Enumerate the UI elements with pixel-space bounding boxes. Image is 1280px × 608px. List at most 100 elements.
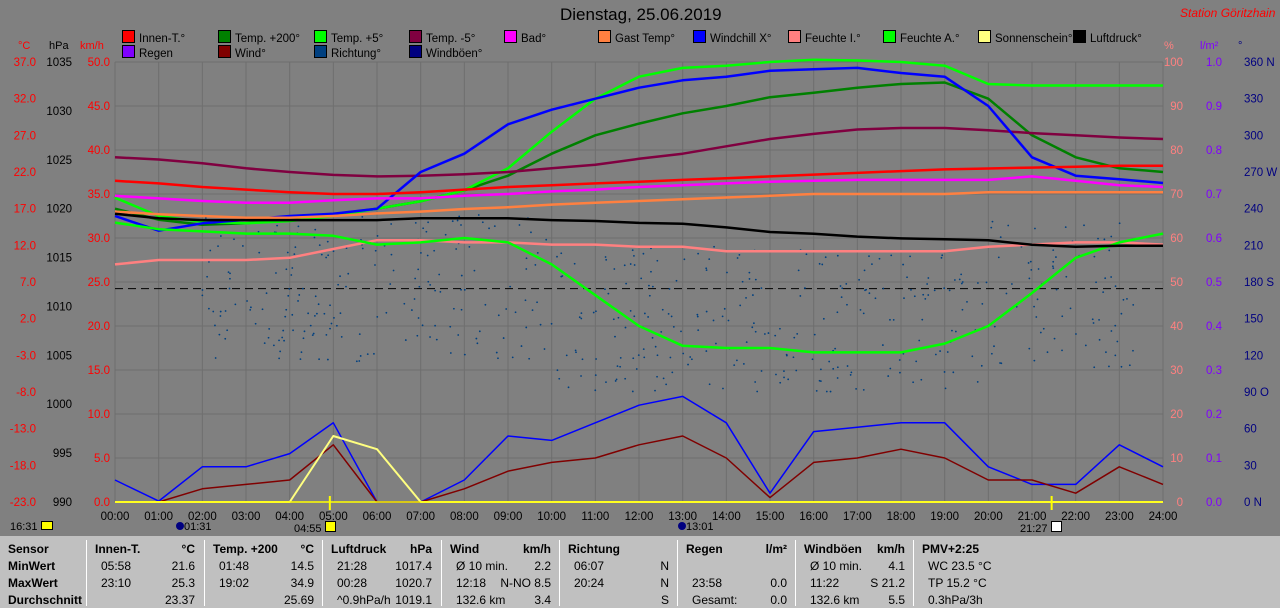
stats-column-luftdruck: Luftdruck hPa 21:28 1017.4 00:28 1020.7 ^0.9hP… xyxy=(322,540,440,607)
direction-point xyxy=(697,329,700,332)
direction-point xyxy=(413,298,416,300)
stats-unit: hPa xyxy=(409,542,432,556)
moonset-marker: 13:01 xyxy=(678,521,714,533)
direction-point xyxy=(629,309,632,312)
legend-swatch xyxy=(1073,30,1086,43)
direction-point xyxy=(575,351,577,354)
legend-label: Luftdruck° xyxy=(1090,33,1142,45)
direction-point xyxy=(921,318,924,321)
direction-point xyxy=(435,338,438,341)
x-tick-label: 10:00 xyxy=(537,511,566,523)
direction-point xyxy=(613,268,616,270)
humidity-tick-label: 90 xyxy=(1170,101,1183,113)
direction-point xyxy=(672,325,675,328)
direction-point xyxy=(832,367,835,370)
direction-point xyxy=(374,249,377,252)
direction-point xyxy=(418,285,421,288)
direction-point xyxy=(993,325,996,328)
direction-point xyxy=(939,350,942,352)
x-tick-label: 07:00 xyxy=(406,511,435,523)
stats-row-label: MinWert xyxy=(8,559,56,573)
direction-point xyxy=(712,319,715,322)
direction-unit-label: ° xyxy=(1238,40,1243,52)
direction-point xyxy=(427,280,430,283)
direction-point xyxy=(278,357,281,360)
direction-point xyxy=(565,354,568,357)
stats-cell-value: 0.0 xyxy=(770,576,787,590)
direction-point xyxy=(614,380,617,382)
x-tick-label: 11:00 xyxy=(581,511,609,523)
direction-point xyxy=(299,358,302,361)
direction-point xyxy=(323,312,326,315)
pressure-tick-label: 1020 xyxy=(46,204,72,216)
direction-tick-label: 240 xyxy=(1244,204,1263,216)
direction-point xyxy=(1105,351,1107,354)
direction-point xyxy=(477,214,480,216)
direction-point xyxy=(862,388,865,391)
direction-point xyxy=(871,263,873,265)
legend-label: Bad° xyxy=(521,33,547,45)
legend-label: Innen-T.° xyxy=(139,33,186,45)
stats-unit: °C xyxy=(300,542,314,556)
direction-point xyxy=(275,272,277,274)
direction-point xyxy=(313,314,316,317)
direction-point xyxy=(457,334,460,336)
stats-cell-value: 4.1 xyxy=(888,559,905,573)
direction-point xyxy=(481,221,484,224)
direction-point xyxy=(779,327,781,330)
direction-tick-label: 360 N xyxy=(1244,57,1275,69)
stats-cell-label: TP 15.2 °C xyxy=(928,576,987,590)
direction-point xyxy=(705,267,708,270)
direction-point xyxy=(902,263,905,266)
rain-tick-label: 0.4 xyxy=(1206,321,1223,333)
direction-point xyxy=(811,358,814,361)
direction-point xyxy=(690,358,693,361)
stats-column-wind: Wind km/h Ø 10 min. 2.2 12:18 N-NO 8.5 132.6 k… xyxy=(441,540,559,607)
direction-point xyxy=(326,240,329,243)
direction-point xyxy=(361,215,364,218)
direction-point xyxy=(846,303,848,306)
direction-point xyxy=(868,255,870,258)
stats-header: PMV+2:25 xyxy=(922,542,980,556)
direction-point xyxy=(438,273,441,276)
direction-point xyxy=(751,326,754,329)
direction-point xyxy=(580,317,583,320)
stats-row-label: MaxWert xyxy=(8,576,58,590)
direction-point xyxy=(317,303,320,306)
x-tick-label: 15:00 xyxy=(756,511,785,523)
direction-point xyxy=(1053,337,1056,340)
direction-point xyxy=(208,307,210,310)
direction-point xyxy=(924,297,927,300)
direction-point xyxy=(390,223,393,225)
direction-point xyxy=(980,364,983,367)
direction-point xyxy=(303,330,306,333)
x-tick-label: 04:00 xyxy=(275,511,304,523)
direction-point xyxy=(910,289,912,291)
stats-cell-value: 3.4 xyxy=(534,593,551,607)
stats-cell-value: 0.0 xyxy=(770,593,787,607)
legend-item: Innen-T.° xyxy=(122,30,185,45)
direction-point xyxy=(683,258,686,261)
direction-point xyxy=(803,287,806,289)
direction-point xyxy=(839,285,842,287)
series-line-5 xyxy=(114,175,1164,205)
weather-chart: 00:00 01:00 02:00 03:00 04:00 05:00 06:00 07:00… xyxy=(10,57,1278,523)
direction-point xyxy=(651,285,654,288)
direction-point xyxy=(892,318,895,321)
direction-point xyxy=(254,322,257,325)
direction-point xyxy=(1114,354,1117,357)
direction-point xyxy=(534,264,537,266)
stats-cell-label: 11:22 xyxy=(810,576,840,590)
direction-point xyxy=(455,248,458,250)
direction-point xyxy=(286,251,289,254)
legend-swatch xyxy=(978,30,991,43)
direction-point xyxy=(990,352,993,355)
direction-point xyxy=(276,224,279,227)
series-line-6 xyxy=(114,190,1163,220)
direction-point xyxy=(708,258,711,261)
direction-tick-label: 150 xyxy=(1244,314,1263,326)
direction-point xyxy=(1011,283,1013,285)
direction-point xyxy=(284,315,287,318)
direction-point xyxy=(1028,347,1031,350)
direction-point xyxy=(775,373,777,376)
